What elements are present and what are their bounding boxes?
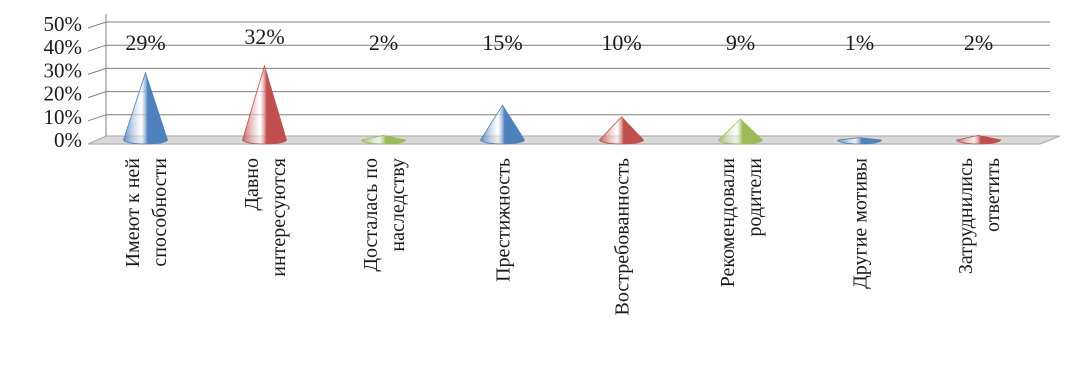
data-label: 29%: [125, 30, 165, 55]
category-label-line: Другие мотивы: [849, 158, 871, 289]
category-label: Досталась по наследству: [360, 158, 409, 272]
y-tick-label: 50%: [44, 12, 83, 36]
data-label: 9%: [726, 30, 755, 55]
y-tick-label: 0%: [54, 128, 82, 152]
bar-cone: [361, 134, 406, 145]
data-labels: 29% 32% 2% 15% 10% 9% 1% 2%: [125, 24, 993, 55]
category-label: Затруднились ответить: [955, 158, 1004, 274]
bar-cone: [599, 116, 644, 145]
category-label-line: ответить: [982, 158, 1004, 232]
category-label-line: интересуются: [268, 158, 290, 277]
gridline-depth: [87, 21, 107, 29]
bar-cone: [837, 137, 882, 145]
category-label-line: Престижность: [492, 158, 514, 282]
y-tick-label: 20%: [44, 82, 83, 106]
bar-cone: [718, 118, 763, 145]
data-label: 32%: [244, 24, 284, 49]
gridline-depth: [87, 67, 107, 75]
category-label-line: способности: [149, 158, 171, 267]
data-label: 2%: [369, 30, 398, 55]
y-tick-label: 40%: [44, 35, 83, 59]
category-label: Имеют к ней способности: [122, 158, 171, 268]
gridline-depth: [87, 44, 107, 52]
bar-cone: [480, 104, 525, 145]
category-label: Рекомендовали родители: [717, 158, 766, 288]
data-label: 1%: [845, 30, 874, 55]
chart-floor: [87, 14, 1061, 145]
category-label: Престижность: [492, 158, 514, 282]
category-label-line: наследству: [387, 158, 409, 252]
bar-cone: [956, 134, 1001, 145]
bar-cone: [242, 64, 287, 145]
gridline-depth: [87, 91, 107, 99]
category-label-line: Имеют к ней: [122, 158, 144, 268]
category-label-line: Востребованность: [611, 158, 633, 315]
floor-plane: [87, 135, 1061, 145]
category-label-line: Рекомендовали: [717, 158, 739, 288]
gridline-depth: [87, 114, 107, 122]
category-label: Давно интересуются: [241, 158, 290, 277]
data-label: 10%: [601, 30, 641, 55]
bar-cone: [123, 71, 168, 145]
category-label: Востребованность: [611, 158, 633, 315]
category-label-line: родители: [744, 158, 766, 237]
category-label-line: Затруднились: [955, 158, 977, 274]
y-axis-ticks: 0%10%20%30%40%50%: [44, 12, 83, 152]
y-tick-label: 30%: [44, 58, 83, 82]
data-label: 2%: [964, 30, 993, 55]
category-label-line: Досталась по: [360, 158, 382, 272]
category-label-line: Давно: [241, 158, 263, 211]
category-label: Другие мотивы: [849, 158, 871, 289]
category-labels: Имеют к ней способности Давно интересуются Д…: [122, 158, 1004, 316]
y-tick-label: 10%: [44, 105, 83, 129]
bars: [123, 64, 1001, 145]
gridlines: [87, 21, 1050, 122]
data-label: 15%: [482, 30, 522, 55]
